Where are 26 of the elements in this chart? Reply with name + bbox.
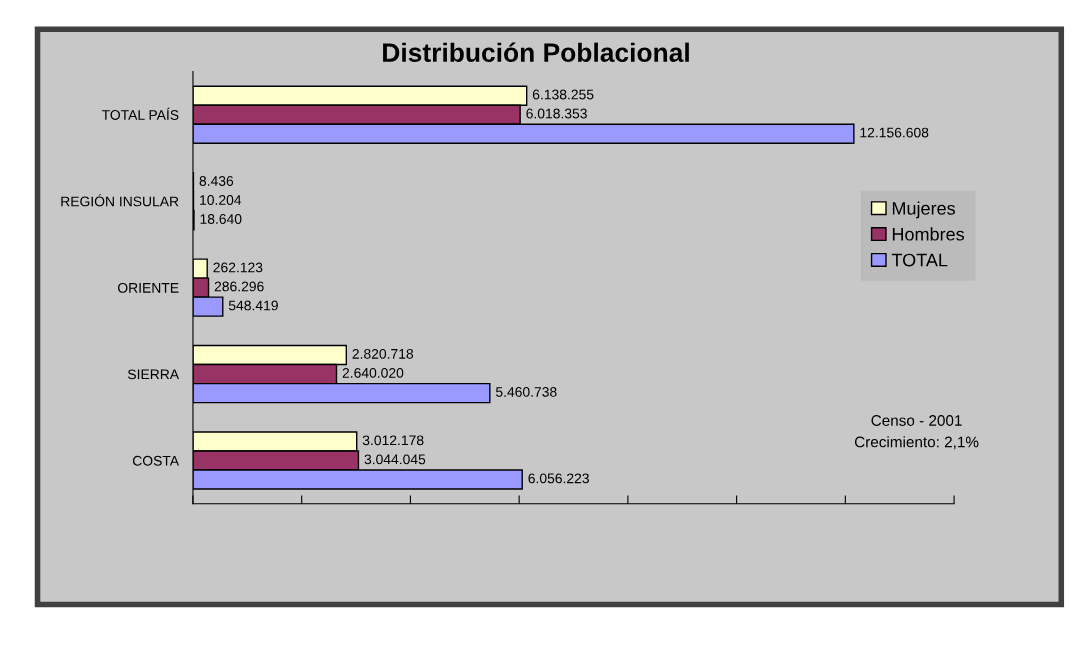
chart-title: Distribución Poblacional xyxy=(383,42,689,63)
data-label: 2.640.020 xyxy=(342,367,404,378)
data-label: 6.056.223 xyxy=(528,473,589,484)
data-label: 286.296 xyxy=(214,281,264,292)
y-tick-label: TOTAL PAÍS xyxy=(101,107,179,120)
annotation: Censo - 2001 xyxy=(871,415,962,426)
data-label: 5.460.738 xyxy=(495,386,557,397)
y-tick-label: ORIENTE xyxy=(117,282,179,293)
data-label: 8.436 xyxy=(199,176,234,186)
data-label: 10.204 xyxy=(200,195,242,205)
y-tick-label: COSTA xyxy=(132,455,180,466)
y-tick-label: SIERRA xyxy=(127,369,180,380)
annotation: Crecimiento: 2,1% xyxy=(854,436,979,450)
legend-label: Hombres xyxy=(892,227,965,241)
data-label: 548.419 xyxy=(228,300,278,311)
data-label: 3.044.045 xyxy=(364,454,426,465)
data-label: 262.123 xyxy=(213,262,263,273)
legend-label: TOTAL xyxy=(891,253,948,267)
legend-label: Mujeres xyxy=(892,201,955,219)
data-label: 2.820.718 xyxy=(352,348,414,359)
data-label: 12.156.608 xyxy=(860,127,929,138)
data-label: 18.640 xyxy=(200,214,242,224)
y-tick-label: REGIÓN INSULAR xyxy=(61,194,179,207)
data-label: 6.138.255 xyxy=(532,89,594,100)
data-label: 6.018.353 xyxy=(526,108,587,119)
data-label: 3.012.178 xyxy=(362,435,424,446)
